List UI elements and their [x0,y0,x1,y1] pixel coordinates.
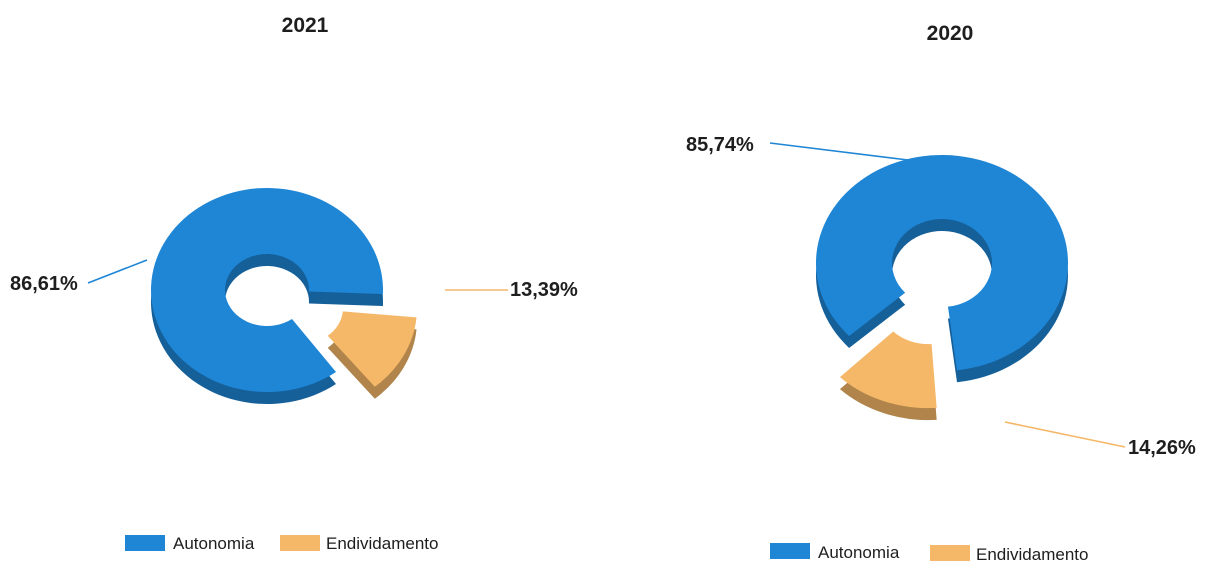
donut-2021 [87,188,508,405]
slice-endividamento [327,311,417,387]
chart-title: 2021 [282,14,329,37]
donut-2020 [769,142,1126,448]
legend-swatch-endividamento [930,545,970,561]
legend: Autonomia Endividamento [125,534,438,553]
legend-swatch-autonomia [770,543,810,559]
slice-autonomia [150,188,383,393]
legend-label-autonomia: Autonomia [173,534,255,553]
slice-endividamento [839,331,937,409]
data-label-endividamento: 13,39% [510,279,578,301]
legend-label-autonomia: Autonomia [818,543,900,562]
data-label-endividamento: 14,26% [1128,437,1196,459]
chart-2020: 2020 85,74% 14,26% Autonomia Endividamen… [686,22,1196,564]
leader-line-autonomia [769,142,909,161]
legend: Autonomia Endividamento [770,543,1088,564]
chart-2021: 2021 86,61% 13,39% Autonomia Endividamen… [10,14,578,553]
legend-label-endividamento: Endividamento [326,534,438,553]
leader-line-endividamento [1004,421,1126,448]
leader-line-autonomia [87,259,148,284]
legend-swatch-autonomia [125,535,165,551]
chart-title: 2020 [927,22,974,45]
legend-label-endividamento: Endividamento [976,545,1088,564]
data-label-autonomia: 86,61% [10,273,78,295]
slice-autonomia [816,155,1068,371]
legend-swatch-endividamento [280,535,320,551]
data-label-autonomia: 85,74% [686,134,754,156]
